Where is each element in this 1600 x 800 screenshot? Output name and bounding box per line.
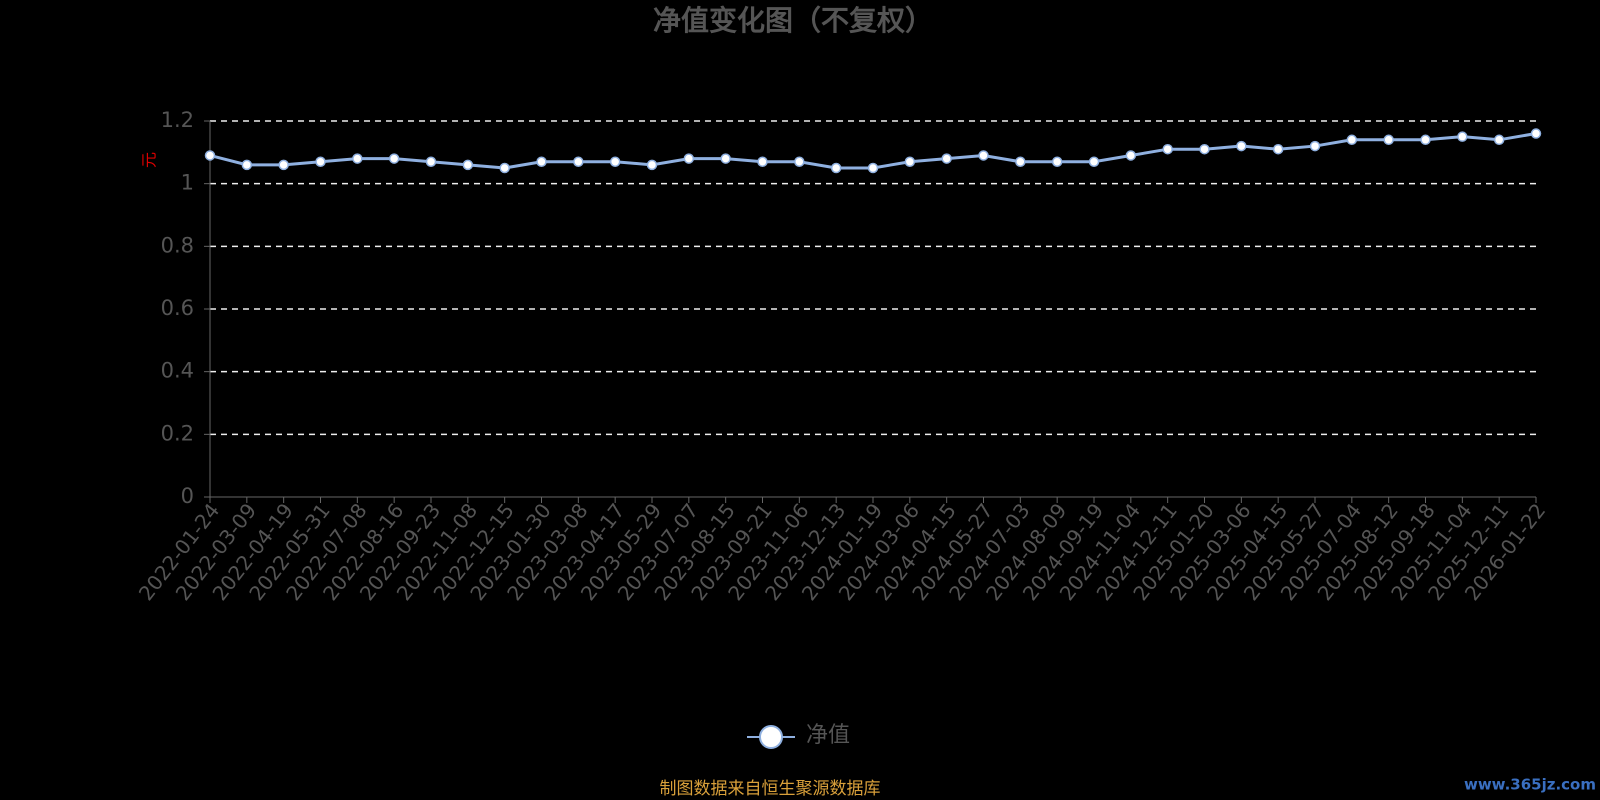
data-point <box>1199 143 1210 155</box>
data-point <box>904 156 916 167</box>
data-point <box>867 162 879 174</box>
source-note: 制图数据来自恒生聚源数据库 <box>660 779 881 799</box>
data-point <box>1015 156 1026 167</box>
data-point <box>1272 143 1284 155</box>
chart-title: 净值变化图（不复权） <box>653 4 933 37</box>
y-tick-label: 0 <box>181 484 194 508</box>
data-point <box>683 153 695 164</box>
y-tick-label: 0.6 <box>161 296 194 320</box>
data-point <box>1088 156 1100 167</box>
data-point <box>1383 134 1394 146</box>
data-point <box>425 156 437 167</box>
legend-symbol <box>759 725 783 749</box>
legend-label[interactable]: 净值 <box>806 723 850 748</box>
y-tick-label: 0.2 <box>161 421 194 445</box>
data-point <box>757 156 768 167</box>
data-point <box>720 153 731 164</box>
data-point <box>646 159 658 171</box>
data-point <box>978 150 989 161</box>
data-point <box>1346 134 1358 146</box>
data-point <box>1125 150 1137 161</box>
data-point <box>278 159 289 171</box>
data-point <box>830 162 842 174</box>
y-tick-label: 0.4 <box>161 359 194 383</box>
y-tick-label: 1 <box>181 171 194 195</box>
y-axis-label: 元 <box>140 152 159 168</box>
data-point <box>1530 128 1542 139</box>
data-point <box>941 153 952 164</box>
data-point <box>1457 131 1468 142</box>
data-point <box>1420 134 1431 146</box>
data-point <box>352 153 363 164</box>
data-point <box>1162 143 1173 155</box>
data-point <box>573 156 584 167</box>
data-point <box>609 156 621 167</box>
data-point <box>1236 140 1247 152</box>
data-point <box>1493 134 1505 146</box>
data-point <box>204 150 216 161</box>
data-point <box>241 159 253 171</box>
data-point <box>794 156 805 167</box>
data-point <box>499 162 510 174</box>
data-point <box>1309 140 1321 152</box>
data-point <box>315 156 326 167</box>
data-point <box>1051 156 1063 167</box>
data-point <box>536 156 547 167</box>
y-tick-label: 1.2 <box>161 108 194 132</box>
data-point <box>462 159 474 171</box>
data-point <box>388 153 400 164</box>
y-tick-label: 0.8 <box>161 233 194 257</box>
watermark: www.365jz.com <box>1464 776 1596 794</box>
